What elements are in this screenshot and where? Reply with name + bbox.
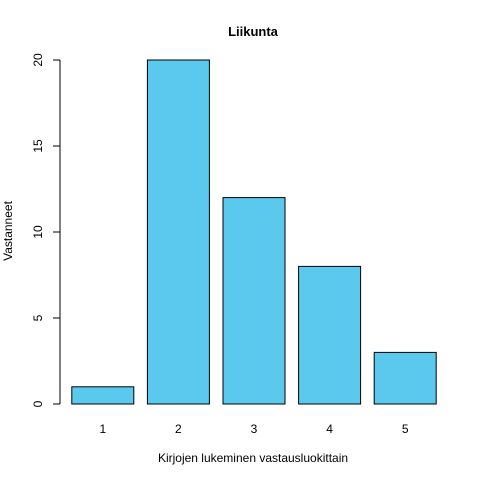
y-tick-label: 5 xyxy=(31,314,45,321)
x-tick-label: 5 xyxy=(402,422,409,436)
x-tick-label: 4 xyxy=(326,422,333,436)
bar-4 xyxy=(298,265,362,405)
bar-3 xyxy=(222,197,286,405)
y-tick-label: 10 xyxy=(31,225,45,239)
x-tick-label: 3 xyxy=(251,422,258,436)
bar-2 xyxy=(146,59,210,405)
x-axis-title: Kirjojen lukeminen vastausluokittain xyxy=(158,451,348,465)
y-axis-title: Vastanneet xyxy=(1,200,15,260)
y-tick-label: 0 xyxy=(31,400,45,407)
y-tick-label: 15 xyxy=(31,139,45,153)
x-tick-label: 1 xyxy=(99,422,106,436)
y-axis-ticks: 0 5 10 15 20 xyxy=(31,53,60,407)
chart-title: Liikunta xyxy=(228,24,279,39)
x-tick-label: 2 xyxy=(175,422,182,436)
bar-1 xyxy=(71,386,135,405)
bars-group xyxy=(71,59,437,405)
x-axis-tick-labels: 1 2 3 4 5 xyxy=(99,422,408,436)
bar-5 xyxy=(373,351,437,405)
y-tick-label: 20 xyxy=(31,53,45,67)
